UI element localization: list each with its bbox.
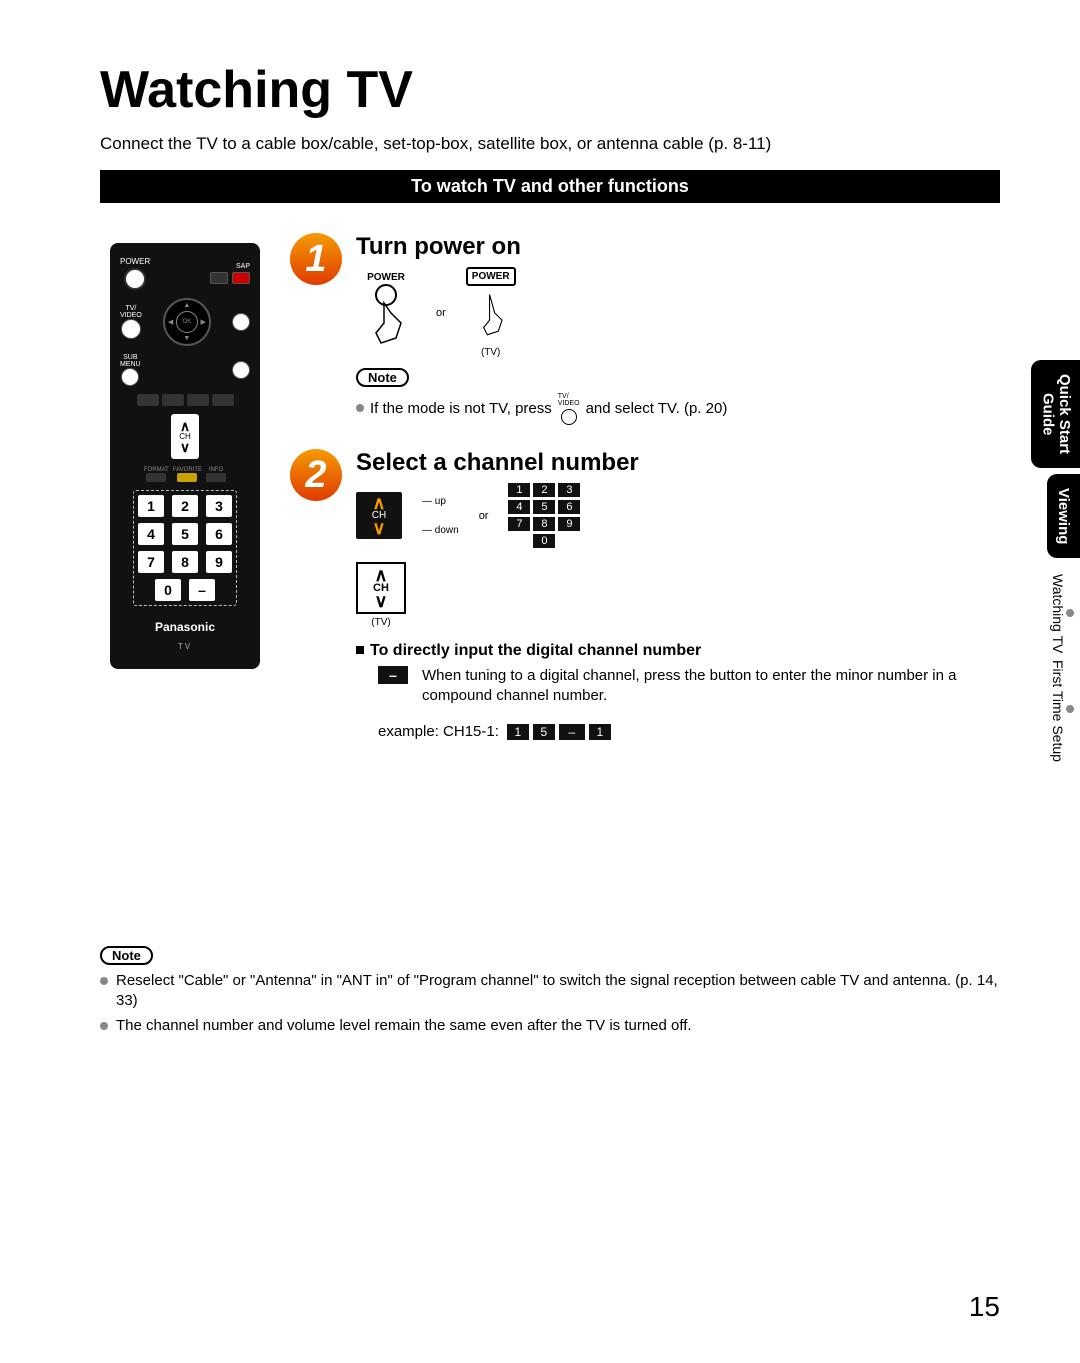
note-pill-footer: Note [100, 946, 153, 965]
example-keys: 1 5 – 1 [507, 724, 611, 740]
down-label: down [435, 525, 459, 536]
section-banner: To watch TV and other functions [100, 170, 1000, 203]
sap-btn-red [232, 272, 250, 284]
dash-key-icon: – [378, 666, 408, 684]
remote-illustration: POWER SAP TV/ VIDEO OK ▲ ▼ ◀ ▶ [110, 243, 260, 669]
tab-quick-start: Quick StartGuide [1031, 360, 1080, 468]
note-pill-1: Note [356, 368, 409, 387]
page-number: 15 [969, 1291, 1000, 1323]
tab-viewing: Viewing [1047, 474, 1080, 558]
step-1-number: 1 [290, 233, 342, 285]
color-button-row [120, 394, 250, 406]
tv-power-box-icon: POWER [466, 267, 516, 286]
nav-ring: OK ▲ ▼ ◀ ▶ [163, 298, 211, 346]
nav-down-icon: ▼ [183, 335, 190, 342]
power-label: POWER [120, 257, 150, 266]
format-favorite-info-row: FORMAT FAVORITE INFO [144, 467, 226, 482]
blank-button-2-icon [232, 361, 250, 379]
sub-menu-label: SUB MENU [120, 354, 141, 368]
footer-note: Note Reselect "Cable" or "Antenna" in "A… [100, 946, 1000, 1036]
example-label: example: CH15-1: [378, 723, 499, 740]
power-button-icon [124, 268, 146, 290]
subtitle-text: Connect the TV to a cable box/cable, set… [100, 134, 1000, 154]
ok-button-icon: OK [176, 311, 198, 333]
direct-input-heading: To directly input the digital channel nu… [356, 642, 1000, 660]
hand-press-icon-2 [469, 289, 513, 344]
or-text-2: or [479, 510, 489, 522]
or-text-1: or [436, 307, 446, 319]
ch-button-box-icon: ∧ CH ∨ [356, 562, 406, 614]
tv-video-label: TV/ VIDEO [120, 305, 142, 319]
ch-button-black-icon: ∧ CH ∨ [356, 492, 402, 539]
keypad-wrap: 123 456 789 0– [133, 490, 237, 606]
sap-btn-1 [210, 272, 228, 284]
nav-up-icon: ▲ [183, 302, 190, 309]
step-2-heading: Select a channel number [356, 449, 1000, 477]
sap-label: SAP [236, 263, 250, 270]
blank-button-icon [232, 313, 250, 331]
side-tabs: Quick StartGuide Viewing Watching TV Fir… [1031, 360, 1080, 772]
hand-press-icon-1 [356, 283, 416, 353]
tv-caption-1: (TV) [481, 347, 500, 358]
tv-video-button-icon [121, 319, 141, 339]
direct-input-body: When tuning to a digital channel, press … [422, 666, 1000, 705]
ch-rocker-block: ∧ CH ∨ [171, 414, 199, 459]
step-1-heading: Turn power on [356, 233, 1000, 261]
page-title: Watching TV [100, 60, 1000, 120]
numpad-illustration: 123 456 789 0 [508, 483, 580, 548]
sub-menu-button-icon [121, 368, 139, 386]
nav-right-icon: ▶ [201, 318, 206, 326]
up-label: up [435, 496, 446, 507]
step1-note-bullet: If the mode is not TV, press TV/ VIDEO a… [356, 393, 1000, 423]
brand-label: Panasonic [155, 620, 215, 634]
step-1: 1 Turn power on POWER or POWER [290, 233, 1000, 423]
side-labels: Watching TV First Time Setup [1044, 564, 1080, 771]
step-2: 2 Select a channel number ∧ CH ∨ — up — … [290, 449, 1000, 740]
step-2-number: 2 [290, 449, 342, 501]
tv-video-inline-icon [561, 409, 577, 425]
tv-sublabel: TV [178, 642, 192, 651]
tv-caption-2: (TV) [356, 617, 406, 628]
nav-left-icon: ◀ [168, 318, 173, 326]
power-mini-label: POWER [367, 272, 405, 283]
